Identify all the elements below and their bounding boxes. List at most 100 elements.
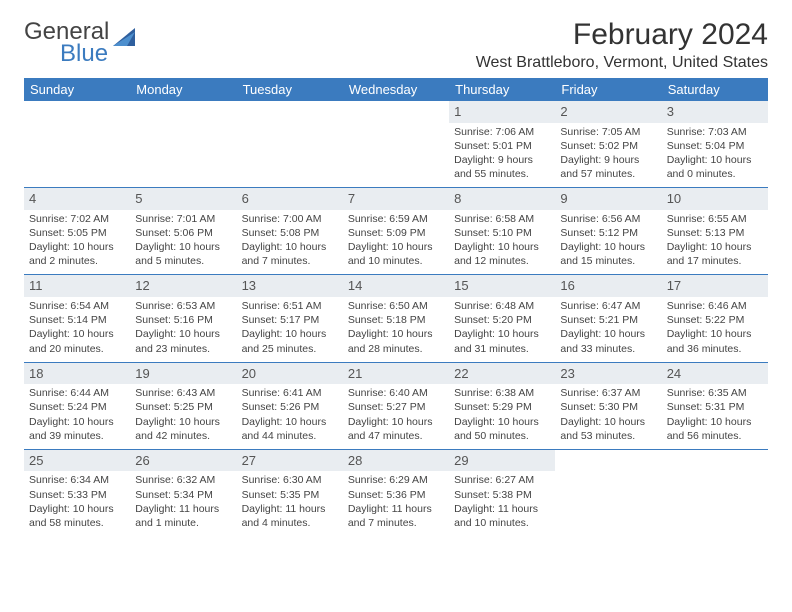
day-sun-data: Sunrise: 6:58 AMSunset: 5:10 PMDaylight:… bbox=[454, 212, 550, 269]
day-number: 25 bbox=[24, 450, 130, 472]
day-sun-data: Sunrise: 6:51 AMSunset: 5:17 PMDaylight:… bbox=[242, 299, 338, 356]
weekday-header: Tuesday bbox=[237, 78, 343, 101]
day-number: 29 bbox=[449, 450, 555, 472]
day-number: 16 bbox=[555, 275, 661, 297]
day-number: 9 bbox=[555, 188, 661, 210]
calendar-day-cell bbox=[555, 449, 661, 536]
day-number: 7 bbox=[343, 188, 449, 210]
day-sun-data: Sunrise: 6:27 AMSunset: 5:38 PMDaylight:… bbox=[454, 473, 550, 530]
calendar-day-cell: 11Sunrise: 6:54 AMSunset: 5:14 PMDayligh… bbox=[24, 275, 130, 362]
day-sun-data: Sunrise: 7:02 AMSunset: 5:05 PMDaylight:… bbox=[29, 212, 125, 269]
day-sun-data: Sunrise: 6:32 AMSunset: 5:34 PMDaylight:… bbox=[135, 473, 231, 530]
day-sun-data: Sunrise: 7:03 AMSunset: 5:04 PMDaylight:… bbox=[667, 125, 763, 182]
calendar-day-cell: 20Sunrise: 6:41 AMSunset: 5:26 PMDayligh… bbox=[237, 362, 343, 449]
day-number: 18 bbox=[24, 363, 130, 385]
day-number: 1 bbox=[449, 101, 555, 123]
header-bar: GeneralBlue February 2024 West Brattlebo… bbox=[24, 18, 768, 72]
calendar-day-cell: 18Sunrise: 6:44 AMSunset: 5:24 PMDayligh… bbox=[24, 362, 130, 449]
day-number: 2 bbox=[555, 101, 661, 123]
day-sun-data: Sunrise: 6:34 AMSunset: 5:33 PMDaylight:… bbox=[29, 473, 125, 530]
logo: GeneralBlue bbox=[24, 18, 135, 68]
day-number: 17 bbox=[662, 275, 768, 297]
day-sun-data: Sunrise: 6:40 AMSunset: 5:27 PMDaylight:… bbox=[348, 386, 444, 443]
day-number: 3 bbox=[662, 101, 768, 123]
weekday-header: Friday bbox=[555, 78, 661, 101]
day-number: 22 bbox=[449, 363, 555, 385]
weekday-header: Monday bbox=[130, 78, 236, 101]
day-sun-data: Sunrise: 6:54 AMSunset: 5:14 PMDaylight:… bbox=[29, 299, 125, 356]
calendar-day-cell: 23Sunrise: 6:37 AMSunset: 5:30 PMDayligh… bbox=[555, 362, 661, 449]
location-subtitle: West Brattleboro, Vermont, United States bbox=[476, 54, 768, 72]
calendar-day-cell: 4Sunrise: 7:02 AMSunset: 5:05 PMDaylight… bbox=[24, 188, 130, 275]
day-sun-data: Sunrise: 6:47 AMSunset: 5:21 PMDaylight:… bbox=[560, 299, 656, 356]
day-sun-data: Sunrise: 6:55 AMSunset: 5:13 PMDaylight:… bbox=[667, 212, 763, 269]
day-sun-data: Sunrise: 6:41 AMSunset: 5:26 PMDaylight:… bbox=[242, 386, 338, 443]
day-number: 24 bbox=[662, 363, 768, 385]
month-title: February 2024 bbox=[476, 18, 768, 52]
day-number: 20 bbox=[237, 363, 343, 385]
calendar-week-row: 1Sunrise: 7:06 AMSunset: 5:01 PMDaylight… bbox=[24, 101, 768, 188]
day-sun-data: Sunrise: 6:37 AMSunset: 5:30 PMDaylight:… bbox=[560, 386, 656, 443]
calendar-day-cell: 9Sunrise: 6:56 AMSunset: 5:12 PMDaylight… bbox=[555, 188, 661, 275]
day-number: 5 bbox=[130, 188, 236, 210]
calendar-day-cell: 22Sunrise: 6:38 AMSunset: 5:29 PMDayligh… bbox=[449, 362, 555, 449]
day-number: 14 bbox=[343, 275, 449, 297]
calendar-day-cell: 27Sunrise: 6:30 AMSunset: 5:35 PMDayligh… bbox=[237, 449, 343, 536]
calendar-day-cell: 25Sunrise: 6:34 AMSunset: 5:33 PMDayligh… bbox=[24, 449, 130, 536]
day-sun-data: Sunrise: 6:46 AMSunset: 5:22 PMDaylight:… bbox=[667, 299, 763, 356]
day-sun-data: Sunrise: 6:30 AMSunset: 5:35 PMDaylight:… bbox=[242, 473, 338, 530]
calendar-week-row: 18Sunrise: 6:44 AMSunset: 5:24 PMDayligh… bbox=[24, 362, 768, 449]
calendar-day-cell: 1Sunrise: 7:06 AMSunset: 5:01 PMDaylight… bbox=[449, 101, 555, 188]
calendar-day-cell: 28Sunrise: 6:29 AMSunset: 5:36 PMDayligh… bbox=[343, 449, 449, 536]
day-sun-data: Sunrise: 7:06 AMSunset: 5:01 PMDaylight:… bbox=[454, 125, 550, 182]
day-sun-data: Sunrise: 7:00 AMSunset: 5:08 PMDaylight:… bbox=[242, 212, 338, 269]
calendar-day-cell: 3Sunrise: 7:03 AMSunset: 5:04 PMDaylight… bbox=[662, 101, 768, 188]
day-sun-data: Sunrise: 6:43 AMSunset: 5:25 PMDaylight:… bbox=[135, 386, 231, 443]
calendar-table: SundayMondayTuesdayWednesdayThursdayFrid… bbox=[24, 78, 768, 536]
day-number: 6 bbox=[237, 188, 343, 210]
calendar-day-cell bbox=[24, 101, 130, 188]
calendar-day-cell: 7Sunrise: 6:59 AMSunset: 5:09 PMDaylight… bbox=[343, 188, 449, 275]
weekday-header: Saturday bbox=[662, 78, 768, 101]
day-number: 26 bbox=[130, 450, 236, 472]
day-number: 8 bbox=[449, 188, 555, 210]
calendar-day-cell: 10Sunrise: 6:55 AMSunset: 5:13 PMDayligh… bbox=[662, 188, 768, 275]
calendar-day-cell: 21Sunrise: 6:40 AMSunset: 5:27 PMDayligh… bbox=[343, 362, 449, 449]
calendar-day-cell bbox=[130, 101, 236, 188]
title-block: February 2024 West Brattleboro, Vermont,… bbox=[476, 18, 768, 72]
calendar-day-cell: 6Sunrise: 7:00 AMSunset: 5:08 PMDaylight… bbox=[237, 188, 343, 275]
day-number: 11 bbox=[24, 275, 130, 297]
day-sun-data: Sunrise: 6:44 AMSunset: 5:24 PMDaylight:… bbox=[29, 386, 125, 443]
calendar-day-cell: 17Sunrise: 6:46 AMSunset: 5:22 PMDayligh… bbox=[662, 275, 768, 362]
calendar-day-cell bbox=[343, 101, 449, 188]
calendar-day-cell: 19Sunrise: 6:43 AMSunset: 5:25 PMDayligh… bbox=[130, 362, 236, 449]
day-number: 12 bbox=[130, 275, 236, 297]
day-number: 21 bbox=[343, 363, 449, 385]
weekday-header: Wednesday bbox=[343, 78, 449, 101]
calendar-week-row: 11Sunrise: 6:54 AMSunset: 5:14 PMDayligh… bbox=[24, 275, 768, 362]
calendar-day-cell bbox=[237, 101, 343, 188]
calendar-week-row: 25Sunrise: 6:34 AMSunset: 5:33 PMDayligh… bbox=[24, 449, 768, 536]
day-number: 13 bbox=[237, 275, 343, 297]
logo-triangle-icon bbox=[113, 28, 135, 46]
calendar-day-cell: 2Sunrise: 7:05 AMSunset: 5:02 PMDaylight… bbox=[555, 101, 661, 188]
calendar-week-row: 4Sunrise: 7:02 AMSunset: 5:05 PMDaylight… bbox=[24, 188, 768, 275]
calendar-day-cell: 12Sunrise: 6:53 AMSunset: 5:16 PMDayligh… bbox=[130, 275, 236, 362]
calendar-day-cell: 26Sunrise: 6:32 AMSunset: 5:34 PMDayligh… bbox=[130, 449, 236, 536]
calendar-day-cell: 15Sunrise: 6:48 AMSunset: 5:20 PMDayligh… bbox=[449, 275, 555, 362]
day-sun-data: Sunrise: 6:53 AMSunset: 5:16 PMDaylight:… bbox=[135, 299, 231, 356]
day-sun-data: Sunrise: 6:38 AMSunset: 5:29 PMDaylight:… bbox=[454, 386, 550, 443]
calendar-day-cell: 16Sunrise: 6:47 AMSunset: 5:21 PMDayligh… bbox=[555, 275, 661, 362]
day-sun-data: Sunrise: 6:50 AMSunset: 5:18 PMDaylight:… bbox=[348, 299, 444, 356]
day-sun-data: Sunrise: 7:05 AMSunset: 5:02 PMDaylight:… bbox=[560, 125, 656, 182]
calendar-day-cell: 14Sunrise: 6:50 AMSunset: 5:18 PMDayligh… bbox=[343, 275, 449, 362]
weekday-header-row: SundayMondayTuesdayWednesdayThursdayFrid… bbox=[24, 78, 768, 101]
day-sun-data: Sunrise: 6:35 AMSunset: 5:31 PMDaylight:… bbox=[667, 386, 763, 443]
day-number: 15 bbox=[449, 275, 555, 297]
day-sun-data: Sunrise: 6:59 AMSunset: 5:09 PMDaylight:… bbox=[348, 212, 444, 269]
day-number: 19 bbox=[130, 363, 236, 385]
day-number: 27 bbox=[237, 450, 343, 472]
weekday-header: Thursday bbox=[449, 78, 555, 101]
day-number: 10 bbox=[662, 188, 768, 210]
calendar-day-cell: 8Sunrise: 6:58 AMSunset: 5:10 PMDaylight… bbox=[449, 188, 555, 275]
